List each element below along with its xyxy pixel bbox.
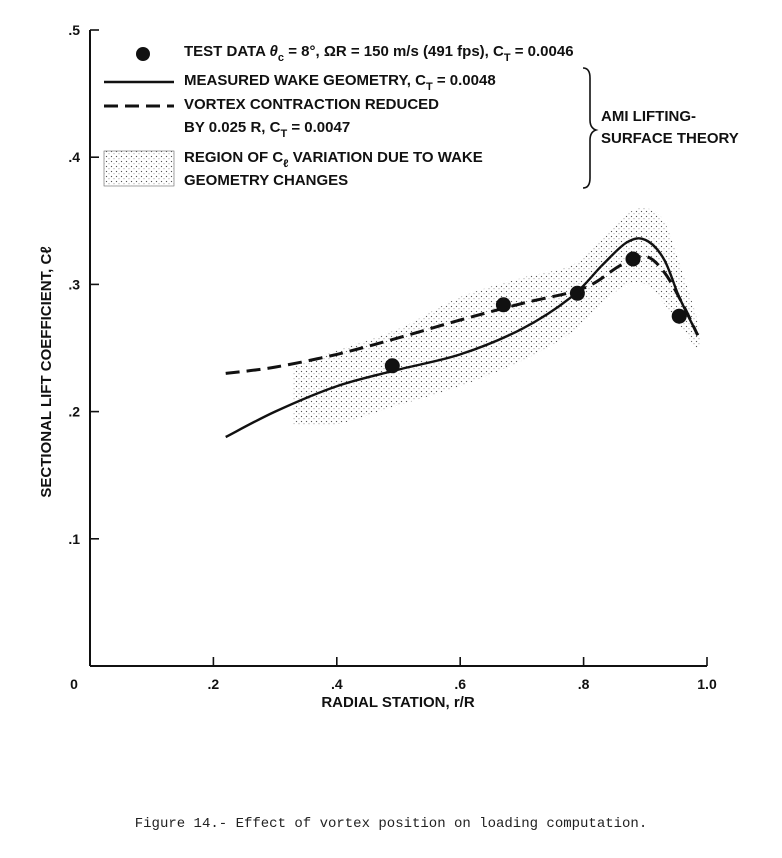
legend-region-label-line1: REGION OF Cℓ VARIATION DUE TO WAKE: [184, 149, 483, 170]
y-tick-label: .5: [68, 22, 80, 38]
x-tick-label: 1.0: [697, 676, 717, 692]
test-data-point: [384, 358, 400, 374]
theory-brace: [582, 67, 599, 189]
x-tick-label: .6: [454, 676, 466, 692]
vortex-contraction-reduced-line: [225, 254, 700, 375]
test-data-points: [384, 251, 687, 374]
legend-region-label-line2: GEOMETRY CHANGES: [184, 172, 348, 189]
wake-variation-region: [293, 207, 700, 426]
figure-caption: Figure 14.- Effect of vortex position on…: [134, 816, 648, 832]
legend-dashed-label-line2: BY 0.025 R, CT = 0.0047: [184, 119, 350, 140]
x-ticks: 0 .2 .4 .6 .8 1.0: [70, 657, 717, 692]
test-data-point: [671, 308, 687, 324]
x-tick-label: .4: [331, 676, 343, 692]
x-tick-label: .2: [208, 676, 220, 692]
legend-region-swatch: [103, 150, 175, 187]
legend-test-data-marker: [136, 47, 150, 61]
legend-solid-label: MEASURED WAKE GEOMETRY, CT = 0.0048: [184, 72, 496, 93]
y-tick-label: .2: [68, 404, 80, 420]
y-axis-title: SECTIONAL LIFT COEFFICIENT, Cℓ: [38, 246, 55, 497]
x-tick-label: .8: [578, 676, 590, 692]
axes: [89, 30, 707, 667]
chart: 0 .2 .4 .6 .8 1.0 .1 .2 .3 .4 .5 RADIAL STATION, …: [38, 22, 739, 711]
x-axis-title: RADIAL STATION, r/R: [321, 694, 475, 711]
y-tick-label: .4: [68, 149, 80, 165]
theory-label-line1: AMI LIFTING-: [601, 108, 696, 125]
y-ticks: .1 .2 .3 .4 .5: [68, 22, 99, 547]
test-data-point: [625, 251, 641, 267]
legend-dashed-label-line1: VORTEX CONTRACTION REDUCED: [184, 96, 439, 113]
legend-test-data-label: TEST DATA θc = 8°, ΩR = 150 m/s (491 fps…: [184, 43, 574, 64]
y-tick-label: .1: [68, 531, 80, 547]
x-tick-label: 0: [70, 676, 78, 692]
y-tick-label: .3: [68, 276, 80, 292]
theory-label-line2: SURFACE THEORY: [601, 130, 739, 147]
legend: TEST DATA θc = 8°, ΩR = 150 m/s (491 fps…: [103, 43, 739, 189]
test-data-point: [495, 297, 511, 313]
test-data-point: [569, 285, 585, 301]
